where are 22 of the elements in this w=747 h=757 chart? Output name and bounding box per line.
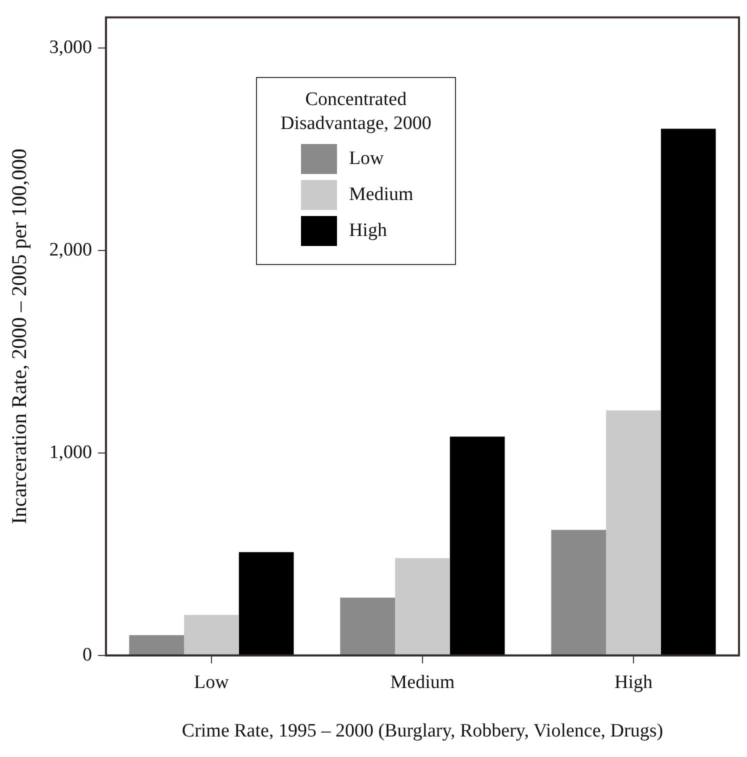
y-tick-label: 2,000 [49, 239, 92, 260]
legend-title: Concentrated Disadvantage, 2000 [279, 88, 432, 136]
y-tick-label: 3,000 [49, 36, 92, 58]
bar [551, 530, 606, 655]
x-tick-label: High [614, 672, 653, 693]
y-tick-label: 0 [82, 644, 92, 666]
legend-label: Medium [348, 184, 414, 206]
bar [660, 128, 716, 655]
x-axis-title: Crime Rate, 1995 – 2000 (Burglary, Robbery, Violence, Drugs) [182, 720, 664, 742]
bar [129, 635, 184, 655]
bar [238, 552, 294, 655]
bar [450, 436, 505, 655]
x-tick-label: Low [194, 672, 230, 693]
x-tick-label: Medium [390, 672, 455, 693]
bar [340, 598, 396, 655]
bar [395, 558, 450, 655]
bar [606, 410, 661, 655]
y-axis-title: Incarceration Rate, 2000 – 2005 per 100,000 [7, 148, 32, 524]
legend-label: High [348, 220, 387, 242]
y-tick-label: 1,000 [49, 442, 92, 463]
bar [184, 614, 239, 655]
legend-label: Low [348, 148, 384, 170]
